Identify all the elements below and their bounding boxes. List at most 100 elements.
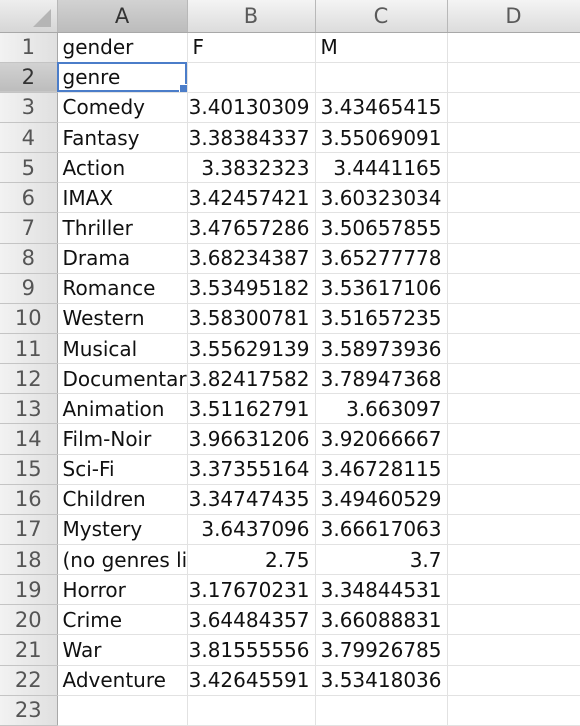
cell-a[interactable]: Documentary — [57, 363, 188, 395]
column-header-b[interactable]: B — [187, 0, 316, 33]
cell-c[interactable]: 3.50657855 — [315, 212, 448, 244]
row-header[interactable]: 21 — [0, 634, 58, 666]
cell-c[interactable]: 3.53418036 — [315, 665, 448, 696]
row-header[interactable]: 15 — [0, 454, 58, 485]
cell-a[interactable] — [57, 695, 188, 726]
cell-b[interactable]: 3.40130309 — [187, 92, 316, 124]
row-header[interactable]: 16 — [0, 484, 58, 515]
column-header-d[interactable]: D — [447, 0, 580, 33]
cell-b[interactable] — [187, 695, 316, 726]
cell-d[interactable] — [447, 665, 580, 696]
cell-c[interactable]: 3.79926785 — [315, 634, 448, 666]
cell-d[interactable] — [447, 62, 580, 93]
cell-d[interactable] — [447, 182, 580, 214]
cell-c[interactable]: 3.78947368 — [315, 363, 448, 395]
row-header[interactable]: 14 — [0, 423, 58, 455]
cell-b[interactable]: 3.81555556 — [187, 634, 316, 666]
cell-a[interactable]: Animation — [57, 393, 188, 425]
cell-d[interactable] — [447, 604, 580, 636]
cell-b[interactable]: 3.82417582 — [187, 363, 316, 395]
row-header[interactable]: 12 — [0, 363, 58, 395]
row-header[interactable]: 17 — [0, 514, 58, 546]
cell-c[interactable] — [315, 62, 448, 93]
column-header-a[interactable]: A — [57, 0, 188, 33]
cell-a[interactable]: IMAX — [57, 182, 188, 214]
cell-c[interactable]: 3.58973936 — [315, 333, 448, 365]
cell-a[interactable]: Crime — [57, 604, 188, 636]
cell-d[interactable] — [447, 454, 580, 485]
cell-d[interactable] — [447, 634, 580, 666]
cell-a[interactable]: Drama — [57, 243, 188, 274]
cell-d[interactable] — [447, 333, 580, 365]
row-header[interactable]: 3 — [0, 92, 58, 124]
row-header[interactable]: 19 — [0, 574, 58, 606]
cell-c[interactable]: 3.49460529 — [315, 484, 448, 515]
cell-b[interactable]: 3.34747435 — [187, 484, 316, 515]
fill-handle[interactable] — [178, 83, 186, 92]
cell-a[interactable]: Thriller — [57, 212, 188, 244]
cell-b[interactable]: F — [187, 32, 316, 63]
cell-a[interactable]: Film-Noir — [57, 423, 188, 455]
cell-d[interactable] — [447, 363, 580, 395]
row-header[interactable]: 9 — [0, 273, 58, 304]
cell-a[interactable]: Romance — [57, 273, 188, 304]
row-header[interactable]: 22 — [0, 665, 58, 696]
row-header[interactable]: 6 — [0, 182, 58, 214]
row-header[interactable]: 13 — [0, 393, 58, 425]
cell-a[interactable]: Horror — [57, 574, 188, 606]
cell-a[interactable]: Western — [57, 303, 188, 335]
selected-cell[interactable]: genre — [57, 62, 188, 93]
row-header[interactable]: 18 — [0, 544, 58, 576]
cell-c[interactable]: 3.43465415 — [315, 92, 448, 124]
cell-d[interactable] — [447, 152, 580, 184]
cell-d[interactable] — [447, 574, 580, 606]
cell-a[interactable]: (no genres listed) — [57, 544, 188, 576]
cell-a[interactable]: Sci-Fi — [57, 454, 188, 485]
cell-c[interactable]: 3.663097 — [315, 393, 448, 425]
cell-a[interactable]: gender — [57, 32, 188, 63]
cell-c[interactable]: 3.4441165 — [315, 152, 448, 184]
row-header[interactable]: 11 — [0, 333, 58, 365]
cell-c[interactable]: M — [315, 32, 448, 63]
cell-a[interactable]: Action — [57, 152, 188, 184]
cell-d[interactable] — [447, 92, 580, 124]
cell-b[interactable]: 3.51162791 — [187, 393, 316, 425]
cell-d[interactable] — [447, 243, 580, 274]
cell-b[interactable]: 3.3832323 — [187, 152, 316, 184]
cell-a[interactable]: Adventure — [57, 665, 188, 696]
cell-c[interactable]: 3.55069091 — [315, 122, 448, 154]
cell-c[interactable] — [315, 695, 448, 726]
row-header[interactable]: 23 — [0, 695, 58, 726]
cell-d[interactable] — [447, 212, 580, 244]
cell-b[interactable]: 3.17670231 — [187, 574, 316, 606]
cell-b[interactable]: 3.47657286 — [187, 212, 316, 244]
row-header[interactable]: 10 — [0, 303, 58, 335]
cell-c[interactable]: 3.46728115 — [315, 454, 448, 485]
column-header-c[interactable]: C — [315, 0, 448, 33]
row-header[interactable]: 5 — [0, 152, 58, 184]
cell-c[interactable]: 3.66617063 — [315, 514, 448, 546]
row-header[interactable]: 7 — [0, 212, 58, 244]
cell-b[interactable]: 3.42645591 — [187, 665, 316, 696]
cell-d[interactable] — [447, 303, 580, 335]
cell-b[interactable]: 3.64484357 — [187, 604, 316, 636]
cell-c[interactable]: 3.60323034 — [315, 182, 448, 214]
cell-c[interactable]: 3.51657235 — [315, 303, 448, 335]
cell-a[interactable]: Mystery — [57, 514, 188, 546]
cell-d[interactable] — [447, 514, 580, 546]
row-header[interactable]: 20 — [0, 604, 58, 636]
cell-b[interactable]: 3.42457421 — [187, 182, 316, 214]
cell-a[interactable]: Musical — [57, 333, 188, 365]
cell-b[interactable]: 3.55629139 — [187, 333, 316, 365]
cell-b[interactable] — [187, 62, 316, 93]
cell-d[interactable] — [447, 423, 580, 455]
cell-b[interactable]: 3.53495182 — [187, 273, 316, 304]
cell-b[interactable]: 3.6437096 — [187, 514, 316, 546]
cell-b[interactable]: 3.37355164 — [187, 454, 316, 485]
cell-a[interactable]: War — [57, 634, 188, 666]
cell-c[interactable]: 3.65277778 — [315, 243, 448, 274]
cell-a[interactable]: Comedy — [57, 92, 188, 124]
cell-a[interactable]: Fantasy — [57, 122, 188, 154]
row-header[interactable]: 4 — [0, 122, 58, 154]
cell-c[interactable]: 3.53617106 — [315, 273, 448, 304]
